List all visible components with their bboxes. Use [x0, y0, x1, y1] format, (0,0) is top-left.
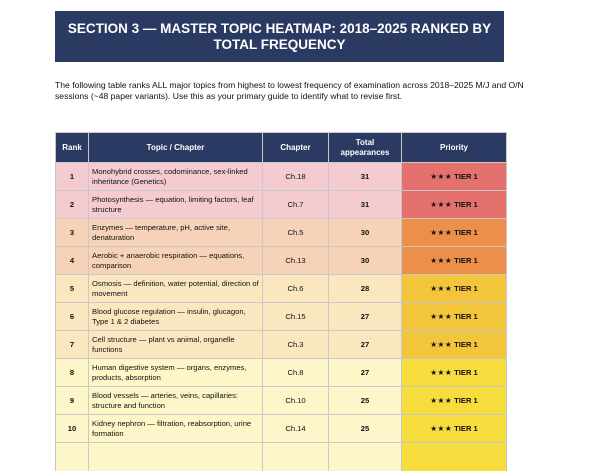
table-row: 1 Monohybrid crosses, codominance, sex-li…: [55, 162, 507, 191]
table-row: 9 Blood vessels — arteries, veins, capill…: [55, 386, 507, 415]
rank-cell: 4: [55, 246, 89, 275]
priority-cell: ★★★ TIER 1: [401, 274, 507, 303]
rank-cell: 9: [55, 386, 89, 415]
total-cell: 30: [328, 246, 402, 275]
topic-cell: Kidney nephron — filtration, reabsorptio…: [88, 414, 263, 443]
priority-cell: ★★★ TIER 1: [401, 330, 507, 359]
chapter-cell: Ch.13: [262, 246, 329, 275]
priority-label: TIER 1: [454, 227, 478, 237]
priority-label: TIER 1: [454, 367, 478, 377]
chapter-cell: Ch.14: [262, 414, 329, 443]
topic-cell: Blood vessels — arteries, veins, capilla…: [88, 386, 263, 415]
priority-stars-icon: ★★★: [430, 311, 453, 321]
priority-cell: ★★★ TIER 1: [401, 302, 507, 331]
intro-paragraph: The following table ranks ALL major topi…: [55, 80, 524, 102]
total-cell: 25: [328, 386, 402, 415]
rank-cell: 5: [55, 274, 89, 303]
topic-cell: Aerobic + anaerobic respiration — equati…: [88, 246, 263, 275]
topic-cell: Cell structure — plant vs animal, organe…: [88, 330, 263, 359]
priority-stars-icon: ★★★: [430, 255, 453, 265]
table-row: [55, 442, 507, 471]
total-cell: 27: [328, 302, 402, 331]
priority-cell: ★★★ TIER 1: [401, 162, 507, 191]
rank-cell: 10: [55, 414, 89, 443]
table-row: 4 Aerobic + anaerobic respiration — equat…: [55, 246, 507, 275]
table-row: 2 Photosynthesis — equation, limiting fac…: [55, 190, 507, 219]
chapter-cell: Ch.5: [262, 218, 329, 247]
priority-stars-icon: ★★★: [430, 171, 453, 181]
rank-cell: 6: [55, 302, 89, 331]
priority-stars-icon: ★★★: [430, 339, 453, 349]
chapter-cell: Ch.7: [262, 190, 329, 219]
table-body: 1 Monohybrid crosses, codominance, sex-li…: [55, 162, 507, 471]
priority-label: TIER 1: [454, 423, 478, 433]
header-total: Total appearances: [328, 132, 402, 163]
total-cell: 27: [328, 330, 402, 359]
section-title: SECTION 3 — MASTER TOPIC HEATMAP: 2018–2…: [55, 11, 504, 62]
chapter-cell: Ch.6: [262, 274, 329, 303]
topic-cell: Human digestive system — organs, enzymes…: [88, 358, 263, 387]
priority-cell: ★★★ TIER 1: [401, 190, 507, 219]
table-header-row: Rank Topic / Chapter Chapter Total appea…: [55, 132, 507, 163]
priority-label: TIER 1: [454, 395, 478, 405]
topic-cell: Osmosis — definition, water potential, d…: [88, 274, 263, 303]
priority-stars-icon: ★★★: [430, 367, 453, 377]
priority-label: TIER 1: [454, 283, 478, 293]
topic-cell: Enzymes — temperature, pH, active site, …: [88, 218, 263, 247]
table-row: 6 Blood glucose regulation — insulin, glu…: [55, 302, 507, 331]
chapter-cell: Ch.15: [262, 302, 329, 331]
rank-cell: 7: [55, 330, 89, 359]
table-row: 5 Osmosis — definition, water potential, …: [55, 274, 507, 303]
priority-cell: ★★★ TIER 1: [401, 358, 507, 387]
rank-cell: 3: [55, 218, 89, 247]
table-row: 3 Enzymes — temperature, pH, active site,…: [55, 218, 507, 247]
rank-cell: 1: [55, 162, 89, 191]
chapter-cell: Ch.8: [262, 358, 329, 387]
priority-label: TIER 1: [454, 339, 478, 349]
priority-stars-icon: ★★★: [430, 423, 453, 433]
table-row: 8 Human digestive system — organs, enzyme…: [55, 358, 507, 387]
priority-stars-icon: ★★★: [430, 199, 453, 209]
priority-label: TIER 1: [454, 199, 478, 209]
priority-cell: ★★★ TIER 1: [401, 386, 507, 415]
priority-stars-icon: ★★★: [430, 283, 453, 293]
priority-label: TIER 1: [454, 171, 478, 181]
priority-cell: ★★★ TIER 1: [401, 218, 507, 247]
priority-label: TIER 1: [454, 255, 478, 265]
total-cell: 27: [328, 358, 402, 387]
chapter-cell: Ch.3: [262, 330, 329, 359]
total-cell: 30: [328, 218, 402, 247]
topic-heatmap-table: Rank Topic / Chapter Chapter Total appea…: [55, 132, 507, 471]
header-topic: Topic / Chapter: [88, 132, 263, 163]
header-priority: Priority: [401, 132, 507, 163]
priority-cell: ★★★ TIER 1: [401, 414, 507, 443]
total-cell: 28: [328, 274, 402, 303]
table-row: 10 Kidney nephron — filtration, reabsorpt…: [55, 414, 507, 443]
topic-cell: Photosynthesis — equation, limiting fact…: [88, 190, 263, 219]
rank-cell: 2: [55, 190, 89, 219]
topic-cell: Blood glucose regulation — insulin, gluc…: [88, 302, 263, 331]
priority-stars-icon: ★★★: [430, 227, 453, 237]
priority-cell: ★★★ TIER 1: [401, 246, 507, 275]
table-row: 7 Cell structure — plant vs animal, organ…: [55, 330, 507, 359]
topic-cell: Monohybrid crosses, codominance, sex-lin…: [88, 162, 263, 191]
header-chapter: Chapter: [262, 132, 329, 163]
header-rank: Rank: [55, 132, 89, 163]
chapter-cell: Ch.18: [262, 162, 329, 191]
total-cell: 31: [328, 190, 402, 219]
priority-stars-icon: ★★★: [430, 395, 453, 405]
chapter-cell: Ch.10: [262, 386, 329, 415]
priority-label: TIER 1: [454, 311, 478, 321]
rank-cell: 8: [55, 358, 89, 387]
total-cell: 25: [328, 414, 402, 443]
total-cell: 31: [328, 162, 402, 191]
